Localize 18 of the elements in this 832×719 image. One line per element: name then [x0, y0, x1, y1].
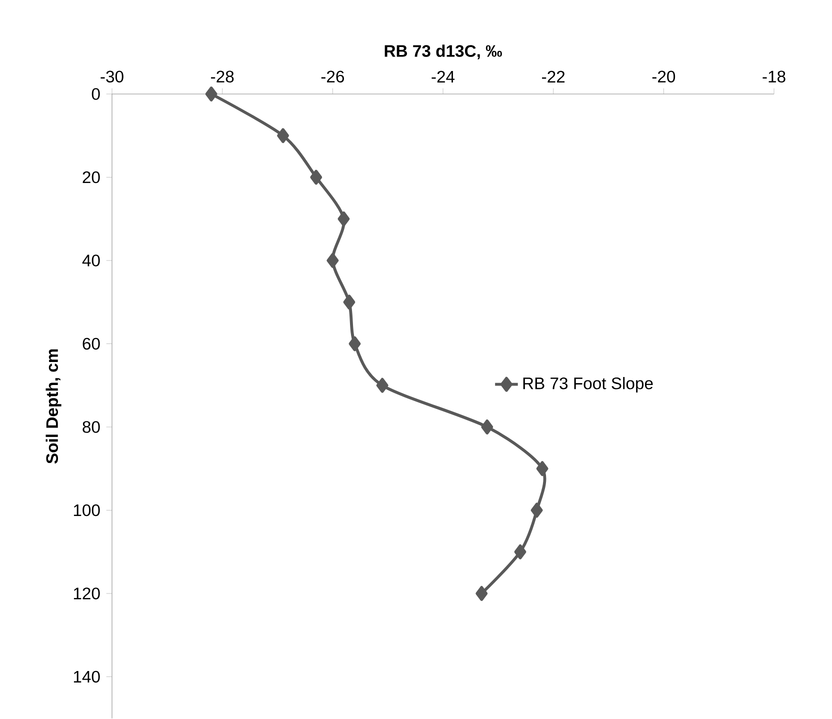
x-tick-label: -18: [762, 70, 786, 82]
y-tick-label: 40: [82, 254, 100, 266]
y-axis-title: Soil Depth, cm: [46, 349, 62, 464]
y-tick-label: 120: [74, 588, 100, 600]
x-tick-label: -24: [432, 70, 455, 82]
y-tick-label: 140: [74, 670, 100, 683]
y-tick-label: 20: [82, 171, 100, 184]
x-tick-label: -20: [652, 70, 676, 82]
y-tick-label: 60: [82, 338, 100, 350]
y-tick-label: 100: [74, 504, 100, 516]
y-tick-label: 0: [92, 88, 100, 100]
x-tick-label: -30: [100, 70, 124, 82]
legend-label: RB 73 Foot Slope: [523, 377, 653, 393]
y-tick-label: 80: [82, 421, 100, 433]
x-tick-label: -28: [211, 70, 234, 82]
x-tick-label: -26: [321, 70, 344, 82]
x-axis-title: RB 73 d13C, ‰: [384, 44, 502, 60]
x-tick-label: -22: [542, 70, 565, 82]
